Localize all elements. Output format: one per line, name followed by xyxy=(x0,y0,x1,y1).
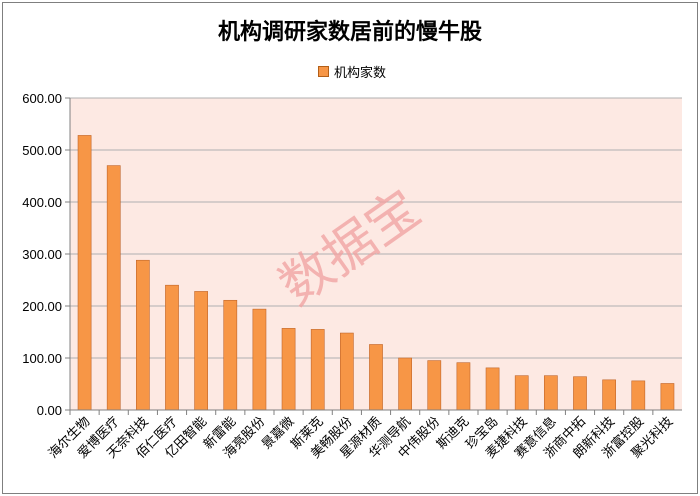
bar xyxy=(456,362,471,411)
legend: 机构家数 xyxy=(318,62,386,81)
bar xyxy=(398,357,413,411)
bar xyxy=(339,332,354,411)
chart-title: 机构调研家数居前的慢牛股 xyxy=(217,19,482,45)
bar xyxy=(602,379,616,411)
bar xyxy=(427,360,442,411)
y-tick-label: 200.00 xyxy=(22,299,62,314)
bar xyxy=(281,328,296,411)
bar xyxy=(106,165,121,411)
bar xyxy=(631,380,646,411)
y-tick-label: 300.00 xyxy=(22,247,62,262)
y-tick-label: 400.00 xyxy=(22,195,62,210)
legend-swatch xyxy=(318,66,329,77)
bar xyxy=(514,375,529,411)
y-tick-label: 600.00 xyxy=(22,91,62,106)
x-tick-label: 景嘉微 xyxy=(259,414,297,452)
bar xyxy=(77,135,92,411)
y-axis-ticks: 0.00 100.00 200.00 300.00 400.00 500.00 600.00 xyxy=(22,91,70,418)
bar xyxy=(223,299,238,411)
bar xyxy=(369,344,383,411)
y-tick-label: 100.00 xyxy=(22,351,62,366)
bar xyxy=(252,308,267,411)
bars xyxy=(77,135,675,411)
bar xyxy=(194,291,208,411)
bar xyxy=(573,376,587,411)
bar xyxy=(543,375,558,411)
x-axis-labels: 海尔生物爱博医疗天奈科技佰仁医疗亿田智能新雷能海亮股份景嘉微斯莱克美畅股份星源材… xyxy=(46,410,676,462)
bar xyxy=(485,367,500,411)
legend-label: 机构家数 xyxy=(334,66,387,81)
bar xyxy=(165,284,179,411)
bar xyxy=(136,259,150,411)
bar xyxy=(310,329,325,411)
y-tick-label: 0.00 xyxy=(37,403,62,418)
y-tick-label: 500.00 xyxy=(22,143,62,158)
bar xyxy=(660,383,675,411)
x-tick-label: 斯迪克 xyxy=(434,414,472,452)
